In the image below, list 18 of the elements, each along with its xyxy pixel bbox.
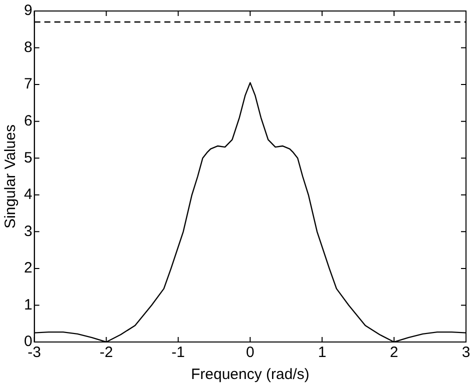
y-tick-label: 3 xyxy=(24,222,32,240)
y-tick-label: 1 xyxy=(24,296,32,314)
x-tick-label: 2 xyxy=(390,344,398,362)
y-tick-label: 2 xyxy=(24,260,32,277)
x-tick-label: 0 xyxy=(246,344,254,362)
y-tick-label: 7 xyxy=(24,76,32,93)
y-tick-label: 4 xyxy=(24,186,32,204)
x-tick-label: 3 xyxy=(462,344,470,362)
y-tick-label: 5 xyxy=(24,149,32,166)
x-tick-label: 1 xyxy=(318,344,326,362)
x-tick-label: -1 xyxy=(172,344,185,362)
y-tick-label: 0 xyxy=(24,333,32,350)
y-axis-title: Singular Values xyxy=(2,124,20,228)
y-tick-label: 9 xyxy=(24,2,32,20)
x-axis-title: Frequency (rad/s) xyxy=(190,366,310,384)
x-tick-label: -2 xyxy=(100,344,113,362)
y-tick-label: 6 xyxy=(24,112,32,130)
y-tick-label: 8 xyxy=(24,38,32,56)
